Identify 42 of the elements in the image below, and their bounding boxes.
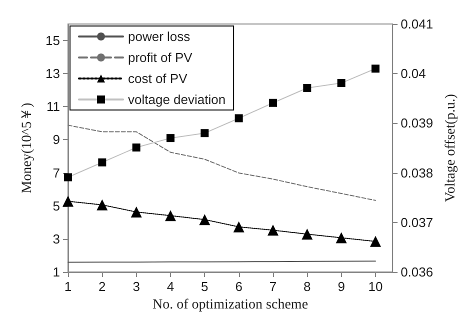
point xyxy=(96,199,108,210)
y-tick-label: 11 xyxy=(46,99,60,114)
point xyxy=(130,206,142,218)
y-tick-label: 1 xyxy=(52,264,60,280)
point xyxy=(164,210,176,222)
x-tick-label: 6 xyxy=(235,279,242,294)
y2-tick-label: 0.036 xyxy=(400,264,434,280)
x-tick-label: 7 xyxy=(269,279,277,294)
y2-tick-label: 0.04 xyxy=(400,66,426,82)
point xyxy=(370,236,381,247)
y-tick-label: 3 xyxy=(52,231,60,246)
point xyxy=(267,224,278,236)
y2-tick-label: 0.039 xyxy=(400,116,434,131)
x-tick-label: 9 xyxy=(338,279,345,294)
point xyxy=(302,228,313,240)
x-tick-label: 5 xyxy=(201,279,208,294)
x-tick-label: 8 xyxy=(304,279,311,294)
x-tick-label: 3 xyxy=(132,279,140,294)
y2-axis-title: Voltage offset(p.u.) xyxy=(444,94,458,202)
y-axis-title: Money(10^5￥) xyxy=(20,102,36,194)
x-tick-label: 4 xyxy=(166,279,174,294)
x-axis-title: No. of optimization scheme xyxy=(152,298,308,312)
y2-tick-label: 0.037 xyxy=(400,214,434,230)
y-tick-label: 15 xyxy=(46,33,60,48)
y-tick-label: 13 xyxy=(46,66,60,82)
point xyxy=(336,232,347,244)
line-series xyxy=(68,124,376,201)
y-tick-label: 7 xyxy=(52,165,60,180)
y-tick-label: 9 xyxy=(52,132,60,148)
point xyxy=(62,196,74,207)
legend-label: profit of PV xyxy=(128,50,193,65)
point xyxy=(233,221,244,232)
x-tick-label: 1 xyxy=(64,279,72,294)
legend-label: cost of PV xyxy=(128,71,188,86)
legend-label: power loss xyxy=(128,29,191,44)
point xyxy=(199,214,210,226)
legend-label: voltage deviation xyxy=(128,92,226,107)
y-tick-label: 5 xyxy=(52,198,60,214)
x-tick-label: 10 xyxy=(368,279,383,294)
y2-tick-label: 0.041 xyxy=(400,16,434,32)
y2-tick-label: 0.038 xyxy=(400,165,434,180)
x-tick-label: 2 xyxy=(98,279,106,294)
